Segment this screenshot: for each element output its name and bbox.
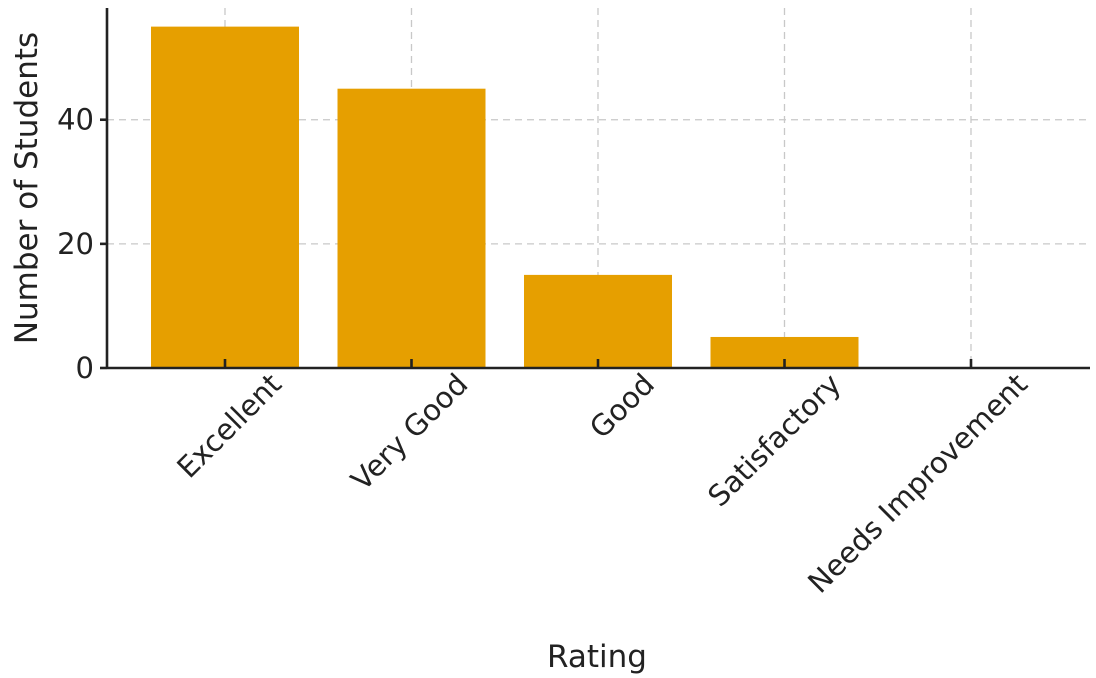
x-tick-label: Satisfactory [701,367,847,513]
x-axis-title: Rating [547,639,647,675]
bars-layer [151,26,859,369]
y-tick-label: 40 [57,103,94,137]
x-tick-label: Very Good [344,367,474,497]
y-tick-label: 0 [76,351,94,385]
y-ticks-layer: 0 20 40 [57,103,107,385]
x-tick-label: Excellent [170,367,288,485]
bar-good [524,274,672,368]
x-ticks-layer: Excellent Very Good Good SatisfactoryNeeds … [170,359,1034,600]
bar-very-good [337,88,486,369]
bar-excellent [151,26,299,368]
x-tick-label: Good [583,367,661,445]
y-tick-label: 20 [57,227,94,261]
y-axis-title: Number of Students [9,32,45,344]
